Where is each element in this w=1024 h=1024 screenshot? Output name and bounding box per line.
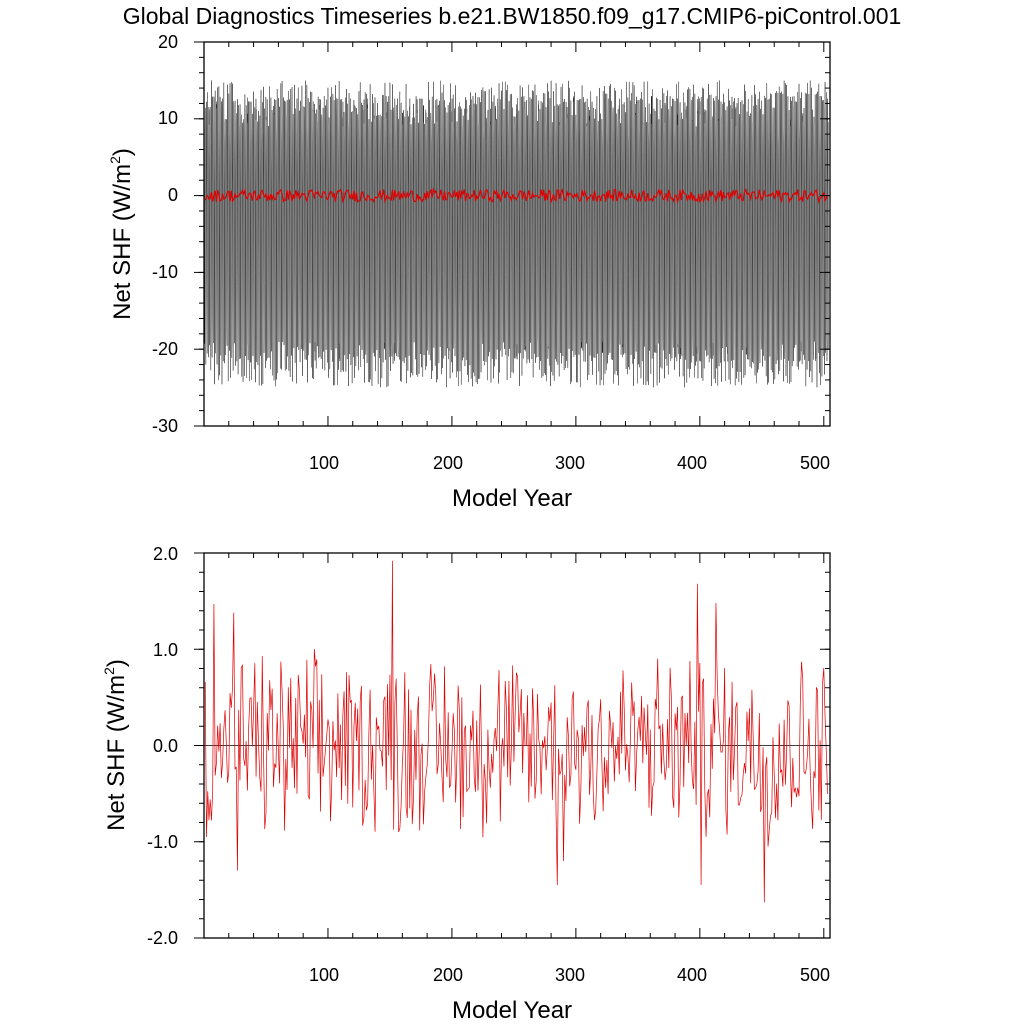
top-y-tick-label-10: 10 [158, 108, 178, 128]
bottom-x-axis-title: Model Year [452, 997, 572, 1024]
bottom-plot-data [204, 560, 830, 903]
top-x-axis-title: Model Year [452, 485, 572, 512]
top-y-axis-title-end: ) [109, 148, 136, 156]
top-x-tick-label-200: 200 [433, 453, 463, 473]
top-y-axis-title-superscript: 2 [107, 156, 123, 164]
bottom-y-tick-label-neg2: -2.0 [147, 928, 178, 948]
top-chart: 100 200 300 400 500 -30 -20 -10 0 10 20 … [107, 32, 831, 512]
annual-mean-line [204, 187, 829, 205]
top-plot-frame [203, 41, 831, 427]
bottom-y-tick-label-neg1: -1.0 [147, 832, 178, 852]
top-y-tick-label-0: 0 [168, 185, 178, 205]
bottom-y-tick-label-0: 0.0 [153, 736, 178, 756]
bottom-x-tick-label-100: 100 [309, 965, 339, 985]
top-axis-ticks [194, 41, 830, 427]
top-y-tick-label-neg30: -30 [152, 416, 178, 436]
bottom-y-axis-title: Net SHF (W/m2) [101, 659, 130, 831]
bottom-y-axis-title-main: Net SHF (W/m [103, 675, 130, 831]
top-y-tick-label-neg20: -20 [152, 339, 178, 359]
bottom-x-tick-label-300: 300 [555, 965, 585, 985]
bottom-y-tick-label-1: 1.0 [153, 640, 178, 660]
top-y-tick-label-neg10: -10 [152, 262, 178, 282]
bottom-y-tick-label-2: 2.0 [153, 544, 178, 564]
monthly-series-line [203, 80, 829, 388]
page-title: Global Diagnostics Timeseries b.e21.BW18… [122, 3, 902, 29]
top-plot-data [203, 80, 829, 388]
top-x-tick-label-400: 400 [677, 453, 707, 473]
annual-mean-line [204, 560, 828, 903]
bottom-x-tick-label-200: 200 [433, 965, 463, 985]
top-x-tick-label-500: 500 [800, 453, 830, 473]
bottom-x-tick-label-500: 500 [800, 965, 830, 985]
bottom-y-axis-title-end: ) [103, 659, 130, 667]
top-y-axis-title: Net SHF (W/m2) [107, 148, 136, 320]
top-y-axis-title-main: Net SHF (W/m [109, 164, 136, 320]
top-x-tick-label-100: 100 [309, 453, 339, 473]
bottom-axis-ticks [194, 552, 830, 939]
top-x-tick-label-300: 300 [555, 453, 585, 473]
bottom-chart: 100 200 300 400 500 -2.0 -1.0 0.0 1.0 2.… [101, 544, 831, 1024]
bottom-y-axis-title-superscript: 2 [101, 667, 117, 675]
bottom-x-tick-label-400: 400 [677, 965, 707, 985]
top-y-tick-label-20: 20 [158, 32, 178, 52]
